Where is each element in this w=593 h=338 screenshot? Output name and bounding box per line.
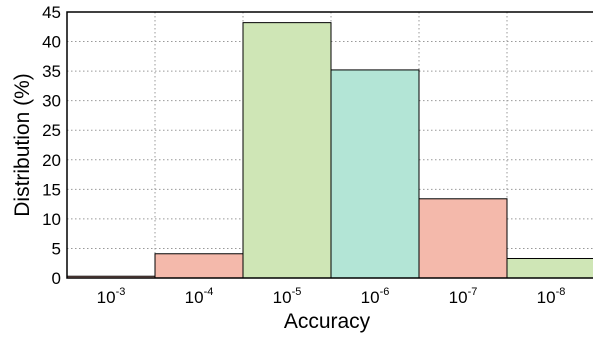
x-tick-label: 10-5	[273, 286, 302, 307]
y-tick-labels: 0 5 10 15 20 25 30 35 40 45	[42, 3, 61, 288]
x-axis-label: Accuracy	[284, 310, 371, 333]
x-tick-label: 10-7	[449, 286, 478, 307]
x-tick-label: 10-8	[537, 286, 566, 307]
y-tick-label: 0	[52, 269, 61, 288]
y-tick-label: 15	[42, 180, 61, 199]
y-tick-label: 20	[42, 151, 61, 170]
x-tick-labels: 10-3 10-4 10-5 10-6 10-7 10-8	[97, 286, 566, 307]
y-tick-label: 35	[42, 62, 61, 81]
bar-10e-6	[330, 69, 420, 279]
bar-10e-4	[154, 253, 244, 279]
y-tick-label: 5	[52, 239, 61, 258]
y-tick-label: 25	[42, 121, 61, 140]
x-tick-label: 10-4	[185, 286, 214, 307]
y-tick-label: 40	[42, 33, 61, 52]
plot-frame	[66, 11, 593, 279]
bar-10e-8	[506, 257, 593, 279]
y-tick-label: 45	[42, 3, 61, 22]
x-tick-label: 10-3	[97, 286, 126, 307]
y-axis-label: Distribution (%)	[11, 73, 34, 217]
y-tick-label: 10	[42, 210, 61, 229]
bars	[66, 22, 593, 279]
x-tick-label: 10-6	[361, 286, 390, 307]
bar-10e-7	[418, 198, 508, 279]
y-tick-label: 30	[42, 92, 61, 111]
bar-10e-5	[242, 22, 332, 279]
